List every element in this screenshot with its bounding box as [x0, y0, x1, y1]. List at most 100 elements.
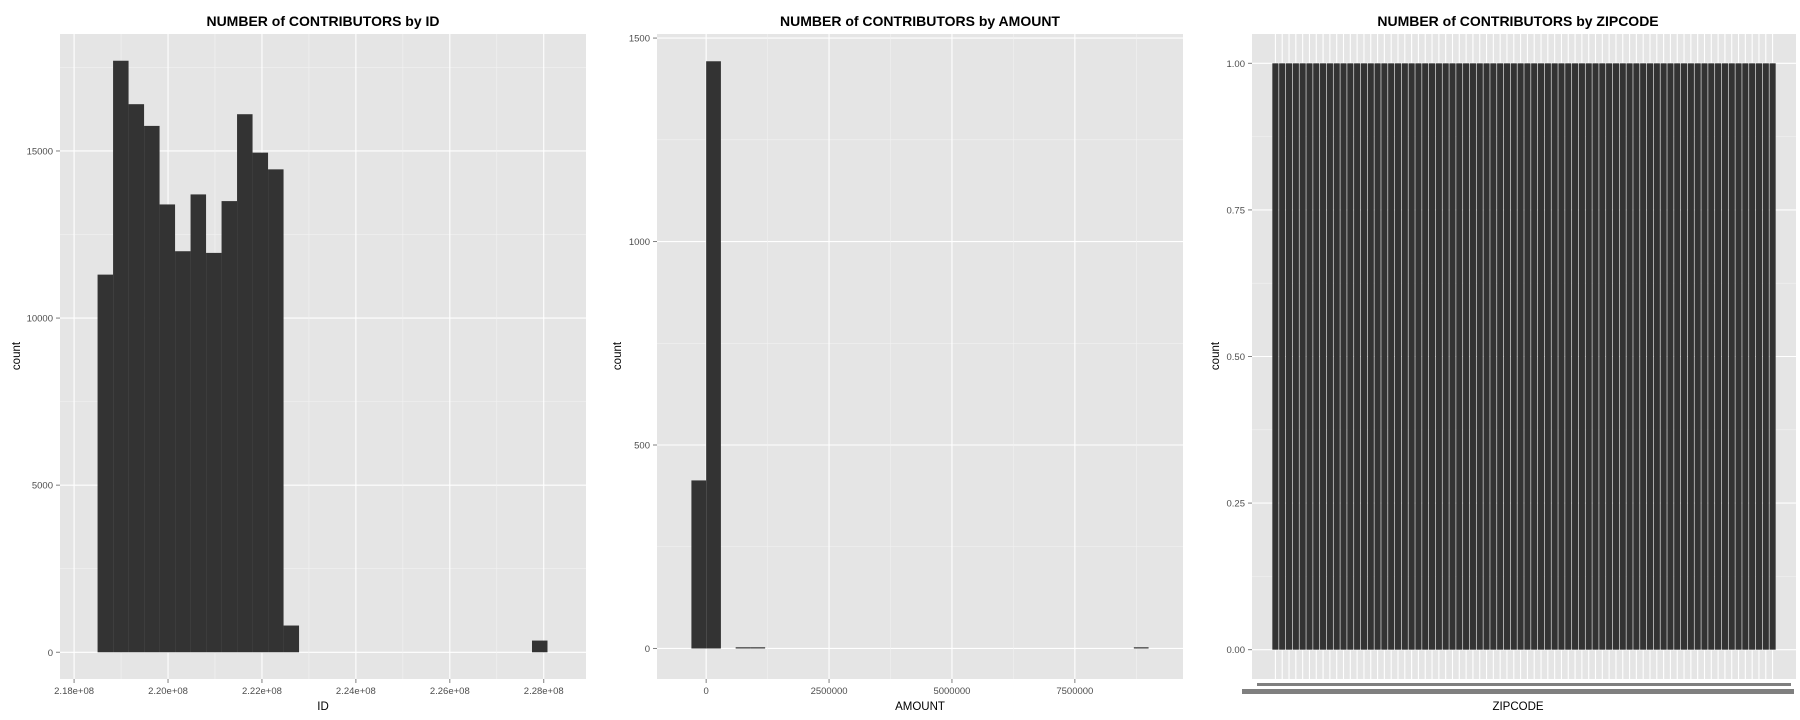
- zipcode-bar: [1701, 63, 1708, 650]
- y-tick-label: 0.25: [1227, 499, 1246, 510]
- zipcode-chart-title: NUMBER of CONTRIBUTORS by ZIPCODE: [1377, 13, 1658, 29]
- zipcode-bar: [1592, 63, 1599, 650]
- zipcode-bar: [1735, 63, 1742, 650]
- zipcode-bar: [1449, 63, 1456, 650]
- y-tick-label: 5000: [32, 481, 53, 492]
- zipcode-bar: [1490, 63, 1497, 650]
- zipcode-bar: [1292, 63, 1299, 650]
- zipcode-bar: [1537, 63, 1545, 650]
- zipcode-bar: [1422, 63, 1429, 650]
- histogram-bar: [175, 251, 191, 653]
- zipcode-bar: [1653, 63, 1660, 650]
- y-tick-label: 1500: [629, 34, 650, 45]
- zipcode-bar: [1354, 63, 1361, 650]
- histogram-bar: [735, 647, 751, 649]
- zipcode-bar: [1728, 63, 1735, 650]
- amount-bars: [691, 61, 1149, 649]
- amount-chart-title: NUMBER of CONTRIBUTORS by AMOUNT: [780, 13, 1060, 29]
- zipcode-bar: [1497, 63, 1504, 650]
- id-bars: [97, 60, 548, 653]
- y-tick-label: 15000: [27, 146, 53, 157]
- y-tick-label: 1.00: [1227, 59, 1246, 70]
- id-histogram-panel: NUMBER of CONTRIBUTORS by ID 2.18e+08 2.2…: [11, 13, 586, 713]
- histogram-bar: [190, 194, 207, 653]
- zipcode-bar: [1694, 63, 1701, 650]
- zipcode-bar: [1551, 63, 1558, 650]
- x-tick-label: 7500000: [1056, 686, 1093, 697]
- y-tick-label: 1000: [629, 237, 650, 248]
- y-tick-label: 0.75: [1227, 205, 1246, 216]
- zipcode-bar: [1476, 63, 1483, 650]
- zipcode-bar-panel: NUMBER of CONTRIBUTORS by ZIPCODE 0.00 0.…: [1210, 13, 1796, 713]
- histogram-bar: [283, 625, 300, 653]
- zipcode-bar: [1619, 63, 1626, 650]
- zipcode-bar: [1585, 63, 1592, 650]
- zipcode-bar: [1415, 63, 1422, 650]
- zipcode-bar: [1503, 63, 1511, 650]
- zipcode-bar: [1626, 63, 1633, 650]
- x-tick-label: 2.18e+08: [54, 686, 94, 697]
- zipcode-bar: [1646, 63, 1654, 650]
- amount-y-axis-label: count: [612, 341, 624, 370]
- amount-histogram-panel: NUMBER of CONTRIBUTORS by AMOUNT 0 250000…: [612, 13, 1183, 713]
- y-tick-label: 500: [634, 441, 650, 452]
- zipcode-bar: [1749, 63, 1756, 650]
- zipcode-bar: [1565, 63, 1572, 650]
- histogram-bar: [128, 104, 145, 653]
- zipcode-bar: [1279, 63, 1286, 650]
- zipcode-bar: [1510, 63, 1517, 650]
- id-y-axis-label: count: [11, 341, 23, 370]
- zipcode-bar: [1599, 63, 1606, 650]
- zipcode-bar: [1721, 63, 1728, 650]
- zipcode-bar: [1394, 63, 1402, 650]
- zipcode-bar: [1762, 63, 1769, 650]
- y-tick-label: 0: [645, 644, 650, 655]
- amount-y-ticks: 0 500 1000 1500: [629, 34, 657, 655]
- overlapping-tick-labels: [1257, 683, 1791, 686]
- histogram-bar: [159, 204, 176, 653]
- id-x-ticks: 2.18e+08 2.20e+08 2.22e+08 2.24e+08 2.26e+08…: [54, 679, 564, 697]
- zipcode-bar: [1517, 63, 1524, 650]
- amount-x-axis-label: AMOUNT: [895, 701, 945, 713]
- zipcode-bar: [1428, 63, 1436, 650]
- zipcode-bar: [1388, 63, 1395, 650]
- zipcode-bar: [1442, 63, 1449, 650]
- zipcode-bar: [1367, 63, 1374, 650]
- x-tick-label: 0: [704, 686, 709, 697]
- zipcode-bar: [1572, 63, 1579, 650]
- zipcode-bar: [1333, 63, 1340, 650]
- zipcode-bar: [1531, 63, 1538, 650]
- x-tick-label: 5000000: [933, 686, 970, 697]
- histogram-bar: [691, 480, 707, 649]
- zipcode-bar: [1320, 63, 1327, 650]
- y-tick-label: 10000: [27, 314, 53, 325]
- zipcode-y-axis-label: count: [1210, 341, 1222, 370]
- x-tick-label: 2.28e+08: [524, 686, 564, 697]
- zipcode-bar: [1667, 63, 1674, 650]
- x-tick-label: 2500000: [811, 686, 848, 697]
- zipcode-bar: [1463, 63, 1470, 650]
- histogram-bar: [97, 274, 114, 653]
- zipcode-bar: [1755, 63, 1763, 650]
- x-tick-label: 2.22e+08: [242, 686, 282, 697]
- zipcode-x-ticks-overlapping: [1242, 683, 1794, 694]
- zipcode-bar: [1374, 63, 1381, 650]
- zipcode-bar: [1483, 63, 1490, 650]
- zipcode-bar: [1708, 63, 1715, 650]
- zipcode-bars: [1272, 63, 1776, 650]
- histogram-bar: [252, 152, 269, 653]
- y-tick-label: 0: [48, 648, 53, 659]
- histogram-bar: [531, 640, 548, 653]
- histogram-bar: [706, 61, 721, 649]
- zipcode-bar: [1742, 63, 1749, 650]
- zipcode-bar: [1558, 63, 1565, 650]
- zipcode-bar: [1687, 63, 1694, 650]
- x-tick-label: 2.26e+08: [430, 686, 470, 697]
- zipcode-bar: [1715, 63, 1722, 650]
- histogram-bar: [144, 125, 160, 653]
- histogram-bar: [221, 201, 238, 653]
- zipcode-bar: [1401, 63, 1408, 650]
- y-tick-label: 0.00: [1227, 645, 1246, 656]
- zipcode-bar: [1272, 63, 1279, 650]
